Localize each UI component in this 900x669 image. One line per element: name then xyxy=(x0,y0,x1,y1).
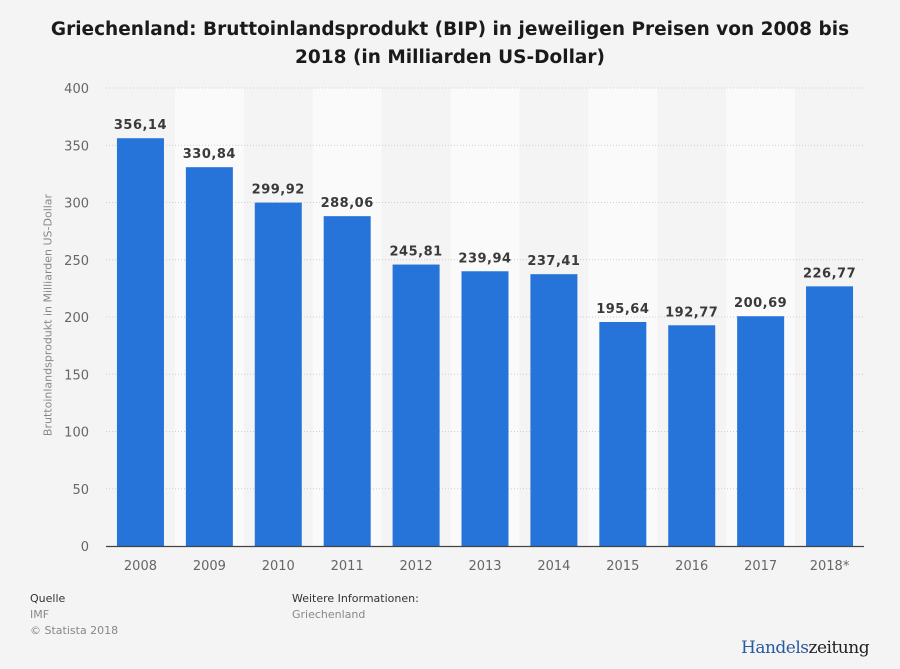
y-tick-label: 100 xyxy=(64,426,89,441)
chart-title-line-1: Griechenland: Bruttoinlandsprodukt (BIP)… xyxy=(50,19,850,40)
y-tick-label: 150 xyxy=(64,368,89,383)
data-label: 200,69 xyxy=(734,296,787,311)
bar xyxy=(599,321,647,546)
bar xyxy=(737,316,785,546)
chart-title-line-2: 2018 (in Milliarden US-Dollar) xyxy=(295,47,605,68)
handelszeitung-logo: Handelszeitung xyxy=(741,638,870,658)
info-block: Weitere Informationen: Griechenland xyxy=(292,591,419,623)
copyright: © Statista 2018 xyxy=(30,624,119,637)
data-label: 356,14 xyxy=(114,118,167,133)
data-label: 192,77 xyxy=(665,305,718,320)
source-heading: Quelle xyxy=(30,592,66,605)
data-label: 330,84 xyxy=(183,147,236,162)
bar xyxy=(323,216,371,546)
bar xyxy=(806,286,854,546)
x-tick-label: 2013 xyxy=(468,559,501,574)
x-tick-label: 2009 xyxy=(193,559,226,574)
bar xyxy=(116,138,164,546)
data-label: 239,94 xyxy=(458,251,511,266)
y-tick-label: 350 xyxy=(64,139,89,154)
y-tick-label: 400 xyxy=(64,82,89,97)
y-tick-label: 0 xyxy=(81,540,89,555)
source-value: IMF xyxy=(30,608,50,621)
x-tick-label: 2015 xyxy=(606,559,639,574)
chart-title: Griechenland: Bruttoinlandsprodukt (BIP)… xyxy=(0,16,900,72)
info-link[interactable]: Griechenland xyxy=(292,608,366,621)
data-label: 237,41 xyxy=(527,254,580,269)
y-tick-label: 250 xyxy=(64,254,89,269)
data-label: 245,81 xyxy=(390,245,443,260)
data-label: 226,77 xyxy=(803,266,856,281)
x-tick-label: 2012 xyxy=(400,559,433,574)
info-heading: Weitere Informationen: xyxy=(292,592,419,605)
data-label: 195,64 xyxy=(596,302,649,317)
x-tick-label: 2017 xyxy=(744,559,777,574)
bar xyxy=(392,264,440,546)
x-tick-label: 2014 xyxy=(537,559,570,574)
y-tick-label: 200 xyxy=(64,311,89,326)
bar xyxy=(185,167,233,546)
data-label: 299,92 xyxy=(252,183,305,198)
y-tick-label: 300 xyxy=(64,197,89,212)
x-tick-label: 2018* xyxy=(810,559,850,574)
y-axis-label: Bruttoinlandsprodukt in Milliarden US-Do… xyxy=(41,193,55,437)
x-tick-label: 2011 xyxy=(331,559,364,574)
bar xyxy=(530,274,578,546)
x-tick-label: 2010 xyxy=(262,559,295,574)
y-tick-label: 50 xyxy=(72,483,89,498)
x-tick-label: 2008 xyxy=(124,559,157,574)
bar xyxy=(461,271,509,546)
bar xyxy=(668,325,716,546)
bar xyxy=(254,202,302,546)
data-label: 288,06 xyxy=(321,196,374,211)
source-block: Quelle IMF © Statista 2018 xyxy=(30,591,118,639)
x-tick-label: 2016 xyxy=(675,559,708,574)
